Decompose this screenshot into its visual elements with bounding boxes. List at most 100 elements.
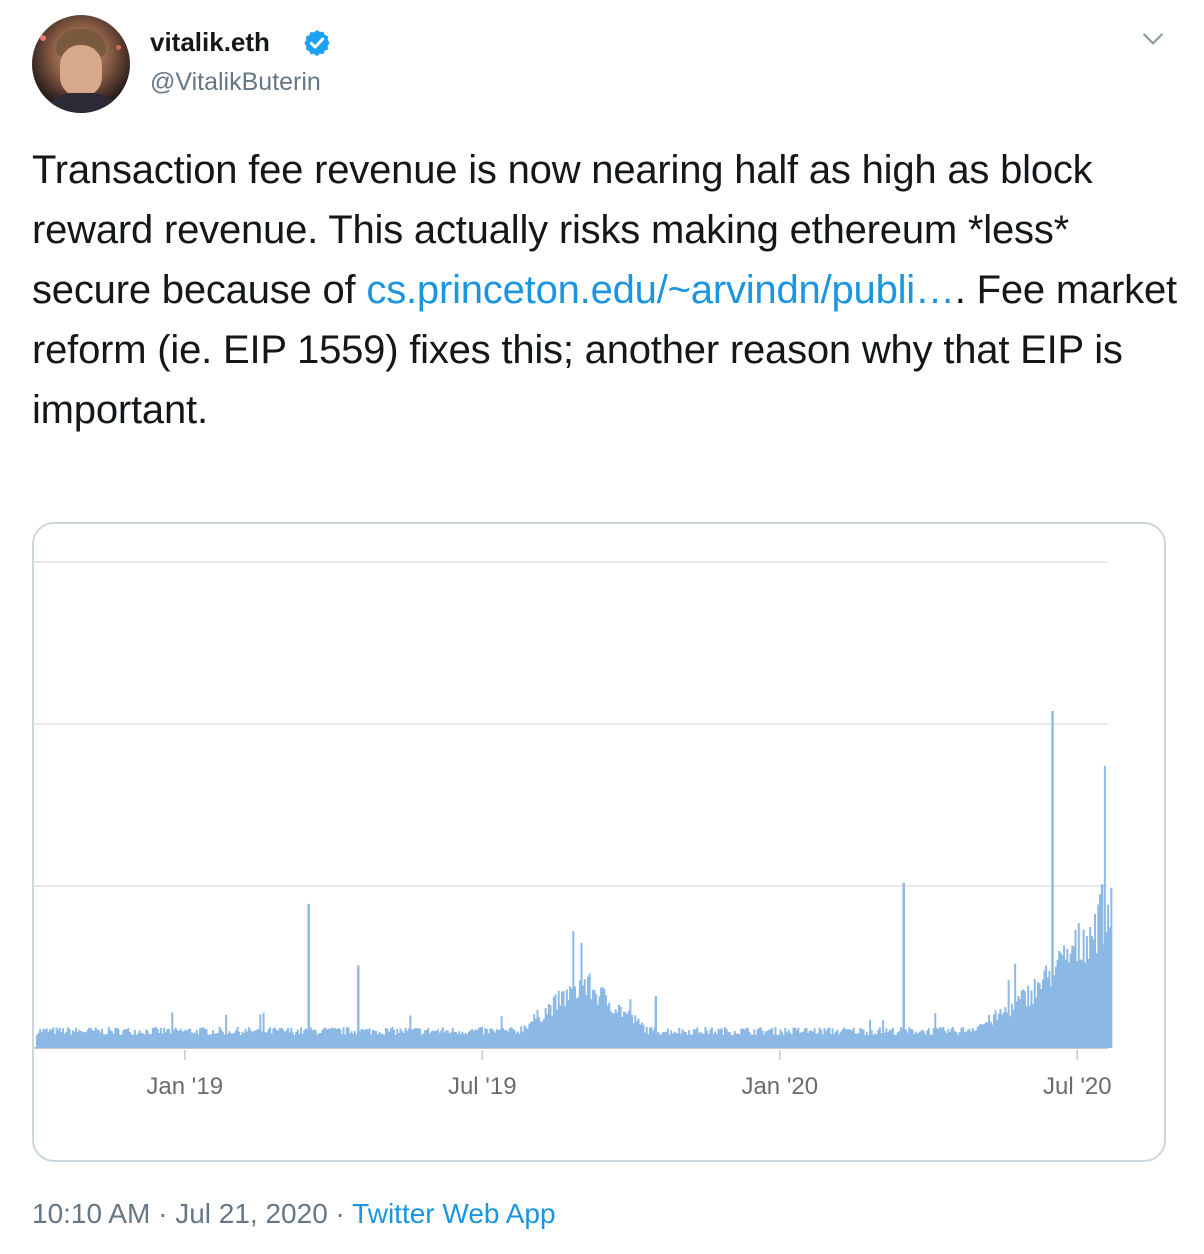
chart-bar [295,1031,298,1048]
chart-bar [1094,914,1097,1048]
chart-bar [207,1034,210,1048]
chart-image[interactable]: Jan '19 Jul '19 Jan '20 Jul '20 [32,522,1166,1162]
chart-bar [252,1031,255,1048]
chart-bar [544,1008,547,1048]
display-name[interactable]: vitalik.eth [150,27,270,57]
chart-bar [334,1028,337,1048]
source-app-link[interactable]: Twitter Web App [352,1198,556,1229]
chart-bar [120,1034,123,1048]
chart-bar [679,1033,682,1048]
chart-bar [254,1030,257,1048]
chart-bar [1066,948,1069,1048]
chart-bar [921,1029,924,1048]
chart-bar [485,1029,488,1048]
chart-bar [132,1035,135,1048]
chart-bar [313,1029,316,1048]
chart-bar [282,1029,285,1048]
chart-bar [210,1034,213,1048]
chart-bar [909,1029,912,1048]
chart-bar [499,1029,501,1048]
chart-bar [1077,923,1080,1048]
chart-bar [771,1028,774,1048]
chart-bar [1079,959,1082,1048]
chart-bar [394,1034,397,1048]
chart-bar [746,1027,749,1048]
chart-bar [1071,945,1074,1048]
chart-bar [973,1031,976,1048]
chart-bar [450,1032,453,1048]
chart-bar [859,1027,862,1048]
chart-bar [642,1024,645,1048]
tweet-date[interactable]: Jul 21, 2020 [175,1198,328,1229]
chart-bar [966,1029,969,1048]
chart-bar [922,1031,925,1048]
chart-bar [383,1035,386,1048]
chart-bar [621,1016,624,1048]
chart-bar [88,1027,91,1048]
chart-bar [815,1034,818,1048]
chart-bar [670,1030,673,1048]
chart-bar [267,1029,270,1048]
chart-bar [546,1014,549,1048]
chart-bar [981,1024,984,1048]
chart-bar [660,1034,663,1048]
chart-bar [1032,1003,1035,1048]
chart-bar [624,1012,627,1048]
chart-bar [39,1029,42,1048]
chart-bar [564,1006,567,1048]
chart-bar [49,1029,52,1048]
chart-bar [733,1031,736,1048]
chart-bar [631,1015,634,1048]
chart-bar [187,1028,190,1048]
chart-bar [823,1027,826,1048]
chart-bar [701,1033,704,1048]
avatar[interactable] [32,15,130,113]
chart-bar [957,1034,960,1048]
chart-bar [1097,904,1100,1048]
chart-bar [932,1028,935,1048]
chart-bar [1095,953,1098,1048]
chart-bar [1076,961,1079,1048]
chart-bar [712,1033,715,1048]
chart-bar [1009,1016,1012,1048]
chart-bar [515,1033,518,1048]
chart-bar [702,1033,705,1048]
tweet-link[interactable]: cs.princeton.edu/~arvindn/publi… [366,268,955,312]
tweet-time[interactable]: 10:10 AM [32,1198,151,1229]
chart-bar [1082,929,1085,1048]
chart-bar [893,1035,896,1048]
chart-bar [66,1027,69,1048]
chart-bar [1064,959,1067,1048]
chart-bar [216,1033,219,1048]
chart-bar [934,1012,937,1048]
chart-bar [745,1028,748,1048]
chart-bar [640,1022,643,1048]
chart-bar [722,1035,725,1048]
chart-bar [629,999,632,1048]
chart-bar [63,1033,66,1048]
chart-bar [1074,929,1077,1048]
chart-bar [929,1034,932,1048]
chart-bar [91,1029,94,1048]
chart-bar [784,1027,787,1048]
chart-bar [115,1027,118,1048]
chart-bar [714,1031,717,1048]
chart-bar [518,1033,521,1048]
chart-bar [575,998,578,1048]
chart-bar [305,1028,307,1048]
chart-bar [236,1026,239,1048]
chart-bar [37,1032,40,1048]
chart-bar [290,1027,293,1048]
chart-bar [275,1029,278,1048]
chart-bar [1022,989,1025,1048]
chevron-down-icon[interactable] [1140,26,1166,52]
chart-bar [754,1034,757,1048]
chart-bar [487,1033,490,1048]
chart-bar [626,1014,629,1048]
chart-bar [789,1032,792,1048]
user-handle[interactable]: @VitalikButerin [150,68,321,96]
chart-bar [531,1021,534,1048]
chart-bar [316,1034,319,1048]
chart-bar [867,1034,870,1048]
chart-bar [327,1028,330,1048]
